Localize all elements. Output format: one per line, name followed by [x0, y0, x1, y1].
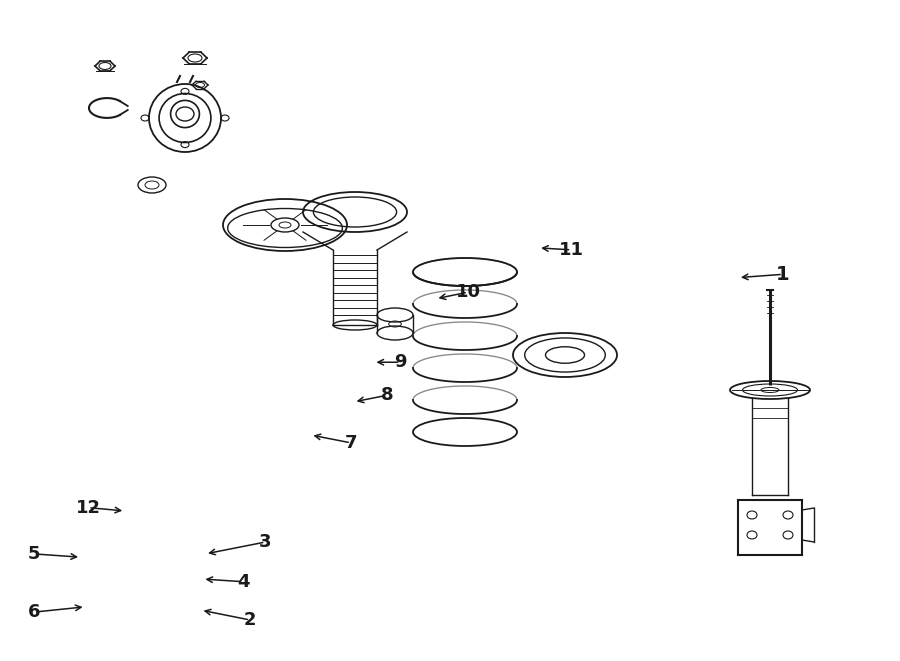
Text: 12: 12: [76, 498, 101, 517]
Text: 3: 3: [259, 533, 272, 551]
Text: 7: 7: [345, 434, 357, 452]
Text: 11: 11: [559, 241, 584, 259]
Text: 1: 1: [776, 265, 790, 284]
Text: 8: 8: [381, 386, 393, 405]
Text: 2: 2: [244, 611, 256, 629]
Text: 9: 9: [394, 353, 407, 371]
Text: 10: 10: [455, 283, 481, 301]
Text: 5: 5: [28, 545, 40, 563]
Text: 4: 4: [237, 572, 249, 591]
Text: 6: 6: [28, 603, 40, 621]
